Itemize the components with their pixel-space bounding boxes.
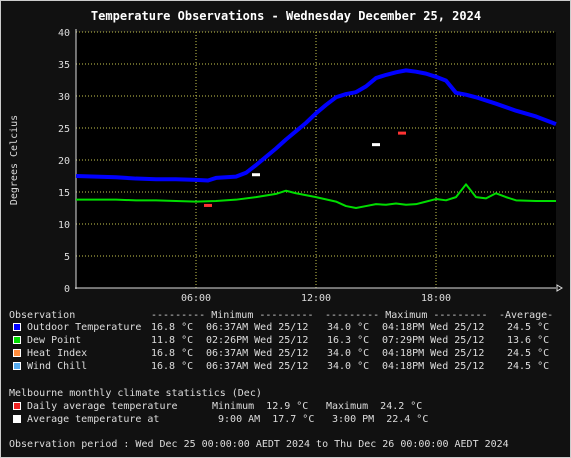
legend-max-time-dewpoint: 07:29PM Wed 25/12 <box>382 335 485 346</box>
legend-label-heatindex: Heat Index <box>27 348 88 359</box>
legend-avg-heatindex: 24.5 °C <box>507 348 550 359</box>
legend-max-time-outdoor: 04:18PM Wed 25/12 <box>382 322 485 333</box>
legend-max-header: --------- Maximum --------- <box>325 310 488 321</box>
legend-max-time-windchill: 04:18PM Wed 25/12 <box>382 361 485 372</box>
legend-swatch-outdoor <box>13 323 21 331</box>
climate-header: Melbourne monthly climate statistics (De… <box>9 388 262 399</box>
legend-min-time-heatindex: 06:37AM Wed 25/12 <box>206 348 309 359</box>
legend-max-val-heatindex: 34.0 °C <box>327 348 370 359</box>
legend-max-time-heatindex: 04:18PM Wed 25/12 <box>382 348 485 359</box>
legend-min-val-outdoor: 16.8 °C <box>151 322 194 333</box>
legend-min-val-heatindex: 16.8 °C <box>151 348 194 359</box>
legend-max-val-dewpoint: 16.3 °C <box>327 335 370 346</box>
legend-swatch-windchill <box>13 362 21 370</box>
series-line <box>76 183 556 209</box>
legend-min-header: --------- Minimum --------- <box>151 310 314 321</box>
observation-period: Observation period : Wed Dec 25 00:00:00… <box>9 439 509 450</box>
legend-min-val-windchill: 16.8 °C <box>151 361 194 372</box>
y-tick-label: 20 <box>58 156 70 167</box>
climate-3pm-avg-at: 3:00 PM 22.4 °C <box>326 414 429 425</box>
x-tick-label: 12:00 <box>301 293 331 304</box>
legend-avg-dewpoint: 13.6 °C <box>507 335 550 346</box>
legend-label-outdoor: Outdoor Temperature <box>27 322 142 333</box>
series-line <box>75 68 557 183</box>
climate-swatch-avg-at <box>13 415 21 423</box>
y-tick-label: 10 <box>58 220 70 231</box>
climate-marker <box>398 131 406 135</box>
climate-swatch-daily-avg <box>13 402 21 410</box>
y-tick-label: 35 <box>58 60 70 71</box>
climate-label-daily-avg: Daily average temperature <box>27 401 178 412</box>
climate-max-daily-avg: Maximum 24.2 °C <box>326 401 423 412</box>
y-tick-label: 5 <box>64 252 70 263</box>
legend-min-time-outdoor: 06:37AM Wed 25/12 <box>206 322 309 333</box>
legend-max-val-outdoor: 34.0 °C <box>327 322 370 333</box>
y-axis-label: Degrees Celcius <box>9 115 20 205</box>
climate-label-avg-at: Average temperature at <box>27 414 160 425</box>
x-tick-label: 18:00 <box>421 293 451 304</box>
legend-avg-header: -Average- <box>499 310 554 321</box>
y-tick-label: 15 <box>58 188 70 199</box>
chart-title: Temperature Observations - Wednesday Dec… <box>91 9 481 23</box>
legend-label-windchill: Wind Chill <box>27 361 88 372</box>
legend-header: Observation <box>9 310 76 321</box>
x-tick-label: 06:00 <box>181 293 211 304</box>
y-tick-label: 0 <box>64 284 70 295</box>
legend-min-time-windchill: 06:37AM Wed 25/12 <box>206 361 309 372</box>
climate-9am-avg-at: 9:00 AM 17.7 °C <box>212 414 315 425</box>
climate-min-daily-avg: Minimum 12.9 °C <box>212 401 309 412</box>
x-axis-arrow <box>556 284 563 292</box>
legend-min-time-dewpoint: 02:26PM Wed 25/12 <box>206 335 309 346</box>
climate-marker <box>372 143 380 147</box>
y-tick-label: 40 <box>58 28 70 39</box>
legend-label-dewpoint: Dew Point <box>27 335 82 346</box>
climate-marker <box>252 173 260 177</box>
legend-min-val-dewpoint: 11.8 °C <box>151 335 194 346</box>
legend-swatch-heatindex <box>13 349 21 357</box>
y-tick-label: 30 <box>58 92 70 103</box>
legend-max-val-windchill: 34.0 °C <box>327 361 370 372</box>
legend-swatch-dewpoint <box>13 336 21 344</box>
y-tick-label: 25 <box>58 124 70 135</box>
climate-marker <box>204 203 212 207</box>
legend-avg-outdoor: 24.5 °C <box>507 322 550 333</box>
legend-avg-windchill: 24.5 °C <box>507 361 550 372</box>
